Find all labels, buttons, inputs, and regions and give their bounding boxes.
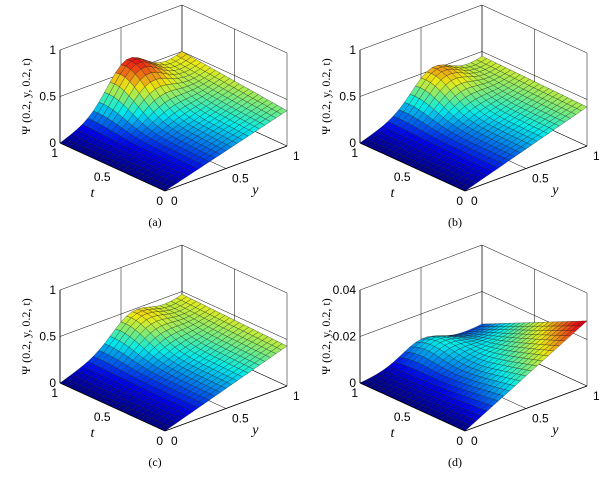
z-axis-label: Ψ (0.2, y, 0.2, t) [319, 58, 333, 134]
t-axis-label: t [391, 426, 396, 441]
t-tick-label: 0 [456, 194, 463, 208]
y-tick-label: 0 [171, 434, 178, 448]
z-axis-label: Ψ (0.2, y, 0.2, t) [19, 298, 33, 374]
panel-a: 0 0.5 1 0 0.5 1 0 0.5 1 t y Ψ (0.2, y, 0.2, t) (a) [0, 0, 300, 240]
panel-b: 0 0.5 1 0 0.5 1 0 0.5 1 t y Ψ (0.2, y, 0.2, t) (b) [300, 0, 600, 240]
z-tick-label: 0 [49, 136, 56, 150]
panel-caption: (a) [148, 215, 161, 229]
y-tick-label: 0.5 [532, 172, 549, 186]
y-tick-label: 1 [293, 389, 300, 403]
y-tick-label: 0 [171, 194, 178, 208]
y-axis-label: y [250, 423, 259, 438]
t-axis-label: t [91, 186, 96, 201]
y-axis-label: y [250, 183, 259, 198]
t-axis-line [59, 142, 166, 192]
z-tick-label: 1 [349, 43, 356, 57]
y-axis-line [464, 145, 588, 192]
t-tick-label: 1 [51, 386, 58, 400]
z-tick-label: 1 [49, 283, 56, 297]
t-tick-label: 0 [456, 434, 463, 448]
y-axis-label: y [550, 183, 559, 198]
y-tick-label: 0.5 [232, 172, 249, 186]
t-tick-label: 0.5 [394, 410, 411, 424]
z-axis-label: Ψ (0.2, y, 0.2, t) [19, 58, 33, 134]
z-tick-label: 0 [349, 376, 356, 390]
panel-caption: (b) [448, 215, 462, 229]
z-tick-label: 0.02 [333, 330, 357, 344]
t-tick-label: 0.5 [394, 170, 411, 184]
t-tick-label: 0 [156, 434, 163, 448]
y-axis-line [464, 385, 588, 432]
y-axis-label: y [550, 423, 559, 438]
z-tick-label: 0.5 [39, 330, 56, 344]
t-axis-line [359, 382, 466, 432]
panel-caption: (d) [448, 455, 462, 469]
y-tick-label: 1 [293, 149, 300, 163]
panel-d: 0 0.02 0.04 0 0.5 1 0 0.5 1 t y Ψ (0.2, y, 0.2, t)(… [300, 240, 600, 480]
t-axis-line [359, 142, 466, 192]
t-tick-label: 0 [156, 194, 163, 208]
panel-c: 0 0.5 1 0 0.5 1 0 0.5 1 t y Ψ (0.2, y, 0.2, t) (c) [0, 240, 300, 480]
t-tick-label: 0.5 [94, 410, 111, 424]
y-tick-label: 0 [471, 434, 478, 448]
panel-caption: (c) [148, 455, 161, 469]
t-axis-label: t [91, 426, 96, 441]
t-tick-label: 1 [351, 146, 358, 160]
z-tick-label: 0.04 [333, 283, 357, 297]
y-tick-label: 0.5 [232, 412, 249, 426]
y-tick-label: 1 [593, 389, 600, 403]
t-tick-label: 1 [351, 386, 358, 400]
y-axis-line [164, 385, 288, 432]
z-tick-label: 0 [349, 136, 356, 150]
y-tick-label: 0 [471, 194, 478, 208]
z-tick-label: 0 [49, 376, 56, 390]
y-tick-label: 1 [593, 149, 600, 163]
z-tick-label: 1 [49, 43, 56, 57]
z-tick-label: 0.5 [39, 90, 56, 104]
t-tick-label: 1 [51, 146, 58, 160]
z-tick-label: 0.5 [339, 90, 356, 104]
y-axis-line [164, 145, 288, 192]
t-axis-line [59, 382, 166, 432]
y-tick-label: 0.5 [532, 412, 549, 426]
z-axis-label: Ψ (0.2, y, 0.2, t) [319, 298, 333, 374]
t-tick-label: 0.5 [94, 170, 111, 184]
t-axis-label: t [391, 186, 396, 201]
